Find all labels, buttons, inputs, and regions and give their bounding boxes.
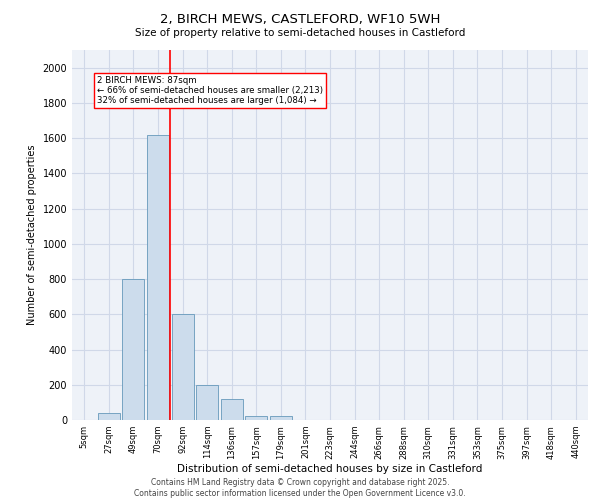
X-axis label: Distribution of semi-detached houses by size in Castleford: Distribution of semi-detached houses by … (178, 464, 482, 474)
Bar (98, 413, 120, 420)
Bar (270, 416, 292, 420)
Bar (147, 134, 169, 420)
Text: Contains HM Land Registry data © Crown copyright and database right 2025.
Contai: Contains HM Land Registry data © Crown c… (134, 478, 466, 498)
Text: Size of property relative to semi-detached houses in Castleford: Size of property relative to semi-detach… (135, 28, 465, 38)
Bar (196, 385, 218, 420)
Bar (245, 416, 268, 420)
Bar (122, 279, 145, 420)
Bar (221, 399, 243, 420)
Y-axis label: Number of semi-detached properties: Number of semi-detached properties (27, 145, 37, 325)
Text: 2, BIRCH MEWS, CASTLEFORD, WF10 5WH: 2, BIRCH MEWS, CASTLEFORD, WF10 5WH (160, 12, 440, 26)
Text: 2 BIRCH MEWS: 87sqm
← 66% of semi-detached houses are smaller (2,213)
32% of sem: 2 BIRCH MEWS: 87sqm ← 66% of semi-detach… (97, 76, 323, 106)
Bar (172, 314, 194, 420)
